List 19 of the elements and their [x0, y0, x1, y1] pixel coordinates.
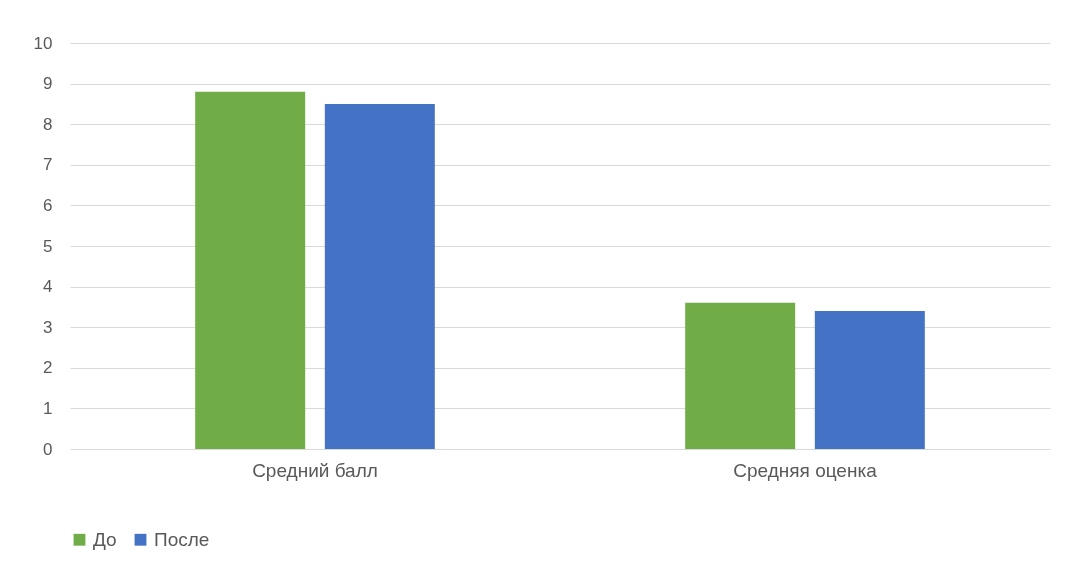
- legend-label: После: [154, 528, 210, 550]
- bar: [324, 103, 435, 449]
- x-tick-label: Средняя оценка: [733, 459, 878, 481]
- x-tick-label: Средний балл: [252, 459, 378, 481]
- y-tick-label: 10: [33, 33, 53, 53]
- y-tick-label: 9: [43, 74, 53, 94]
- bar: [814, 310, 925, 449]
- y-tick-label: 4: [43, 277, 53, 297]
- y-tick-label: 6: [43, 195, 53, 215]
- bar: [685, 302, 796, 449]
- y-tick-label: 8: [43, 114, 53, 134]
- y-tick-label: 1: [43, 398, 53, 418]
- bar: [195, 91, 306, 449]
- y-tick-label: 0: [43, 439, 53, 459]
- y-tick-label: 2: [43, 358, 53, 378]
- y-tick-label: 3: [43, 317, 53, 337]
- legend-label: До: [93, 528, 117, 550]
- y-tick-label: 5: [43, 236, 53, 256]
- y-tick-label: 7: [43, 155, 53, 175]
